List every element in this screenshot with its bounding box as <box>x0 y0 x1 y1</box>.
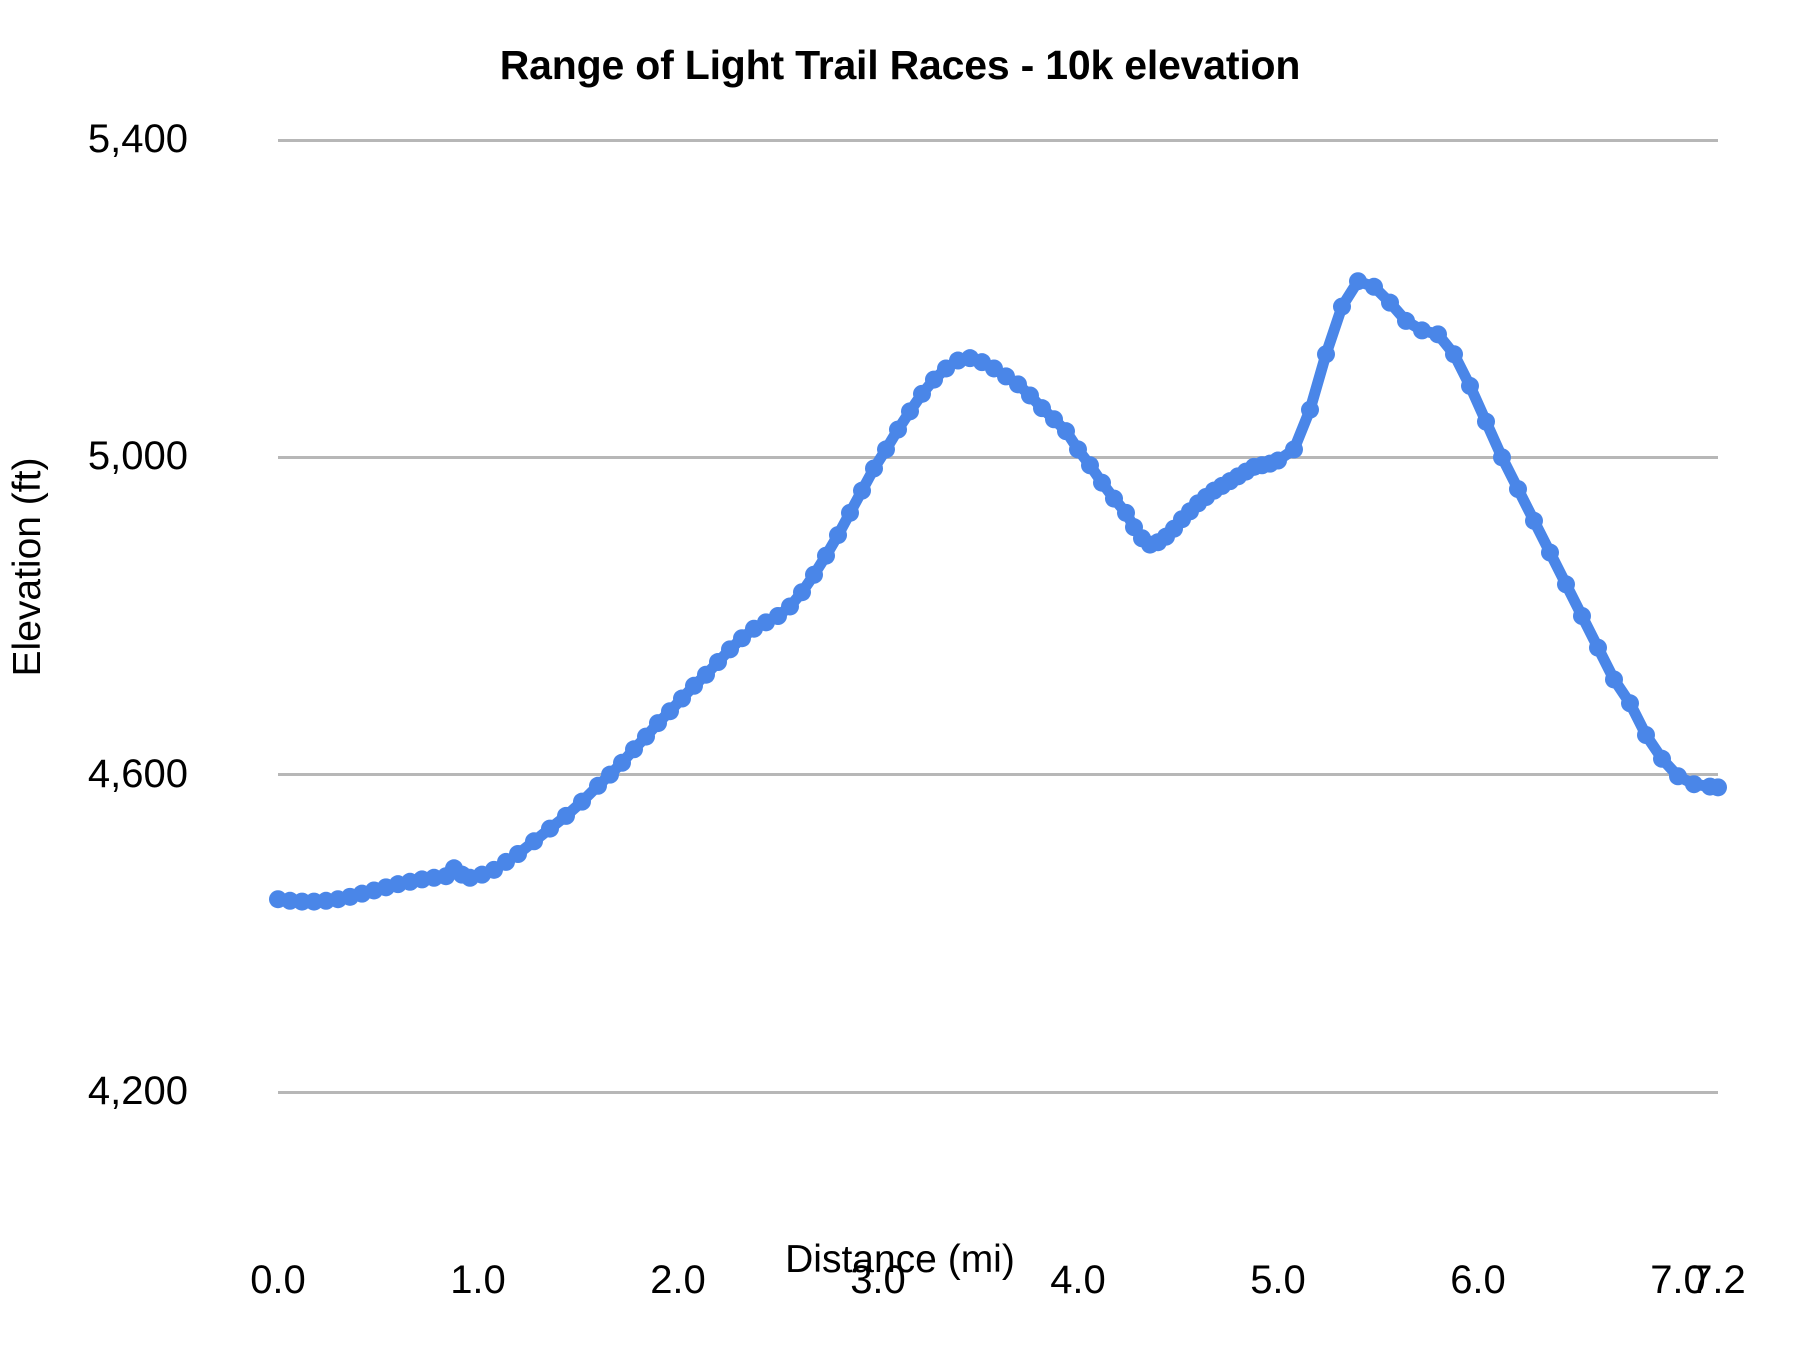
data-point <box>1269 451 1287 470</box>
data-point <box>877 440 895 459</box>
y-axis-title: Elevation (ft) <box>6 457 49 677</box>
data-point <box>1573 607 1591 625</box>
x-tick-label: 1.0 <box>450 1258 506 1302</box>
data-point <box>589 776 607 795</box>
x-tick-label: 6.0 <box>1450 1258 1506 1302</box>
data-point <box>573 792 591 811</box>
data-point <box>1493 448 1511 467</box>
data-point <box>1509 480 1527 499</box>
data-point <box>709 653 727 672</box>
data-point <box>853 481 871 500</box>
data-point <box>1605 670 1623 689</box>
data-point <box>913 384 931 403</box>
data-point <box>1557 575 1575 594</box>
plot-area: 4,200 4,600 5,000 5,400 0.0 1.0 2.0 3.0 4.0 5.0 6… <box>88 119 1746 1302</box>
data-point <box>1365 277 1383 296</box>
x-tick-label: 7.2 <box>1690 1258 1746 1302</box>
data-point <box>1033 399 1051 418</box>
data-point <box>841 503 859 522</box>
data-point <box>1541 543 1559 562</box>
data-point <box>541 819 559 838</box>
gridline <box>278 455 1718 459</box>
gridline <box>278 138 1718 142</box>
data-point <box>697 665 715 684</box>
gridline <box>278 773 1718 777</box>
data-point <box>685 676 703 695</box>
data-point <box>889 420 907 439</box>
data-point <box>1285 440 1303 459</box>
data-point <box>661 702 679 721</box>
data-point <box>1477 412 1495 431</box>
data-point <box>613 753 631 772</box>
data-point <box>1021 386 1039 405</box>
data-point <box>781 597 799 616</box>
data-point <box>721 640 739 659</box>
data-point <box>1397 311 1415 330</box>
x-axis-title: Distance (mi) <box>785 1238 1015 1281</box>
data-point <box>625 740 643 759</box>
data-point <box>829 526 847 545</box>
data-point <box>1709 778 1727 797</box>
data-point <box>525 832 543 851</box>
chart-title: Range of Light Trail Races - 10k elevati… <box>499 42 1301 88</box>
data-point <box>1105 489 1123 508</box>
data-point <box>1009 375 1027 394</box>
data-point <box>1069 440 1087 459</box>
data-point <box>1589 638 1607 657</box>
elevation-markers <box>269 272 1727 911</box>
data-point <box>769 607 787 625</box>
y-tick-label: 4,200 <box>87 1069 188 1113</box>
data-point <box>865 459 883 478</box>
data-point <box>925 370 943 389</box>
data-point <box>1349 272 1367 291</box>
gridline <box>278 1090 1718 1094</box>
y-tick-label: 4,600 <box>87 751 188 796</box>
data-point <box>1093 473 1111 492</box>
x-tick-label: 2.0 <box>650 1258 706 1302</box>
x-tick-label: 5.0 <box>1250 1258 1306 1302</box>
data-point <box>733 629 751 648</box>
data-point <box>1413 321 1431 340</box>
data-point <box>637 727 655 746</box>
data-series-layer <box>269 272 1727 911</box>
data-point <box>805 565 823 584</box>
data-point <box>649 714 667 733</box>
data-point <box>1317 345 1335 364</box>
data-point <box>1669 767 1687 786</box>
data-point <box>1117 503 1135 522</box>
data-point <box>1081 456 1099 475</box>
data-point <box>1045 410 1063 429</box>
data-point <box>557 806 575 825</box>
data-point <box>673 689 691 708</box>
data-point <box>601 765 619 784</box>
y-tick-label: 5,000 <box>87 434 188 479</box>
x-tick-label: 3.0 <box>850 1258 906 1302</box>
data-point <box>1653 749 1671 768</box>
data-point <box>1525 511 1543 530</box>
data-point <box>1301 400 1319 419</box>
data-point <box>1685 775 1703 794</box>
x-tick-label: 0.0 <box>250 1258 306 1302</box>
data-point <box>1429 325 1447 344</box>
data-point <box>793 583 811 602</box>
data-point <box>1381 293 1399 312</box>
data-point <box>1461 376 1479 395</box>
data-point <box>1333 297 1351 316</box>
x-tick-label: 7.0 <box>1650 1258 1706 1302</box>
y-tick-label: 5,400 <box>87 117 188 161</box>
x-tick-label: 4.0 <box>1050 1258 1106 1302</box>
data-point <box>1637 726 1655 744</box>
data-point <box>901 402 919 421</box>
data-point <box>817 546 835 565</box>
data-point <box>509 845 527 863</box>
data-point <box>1057 422 1075 441</box>
data-point <box>1621 694 1639 713</box>
data-point <box>1445 345 1463 364</box>
